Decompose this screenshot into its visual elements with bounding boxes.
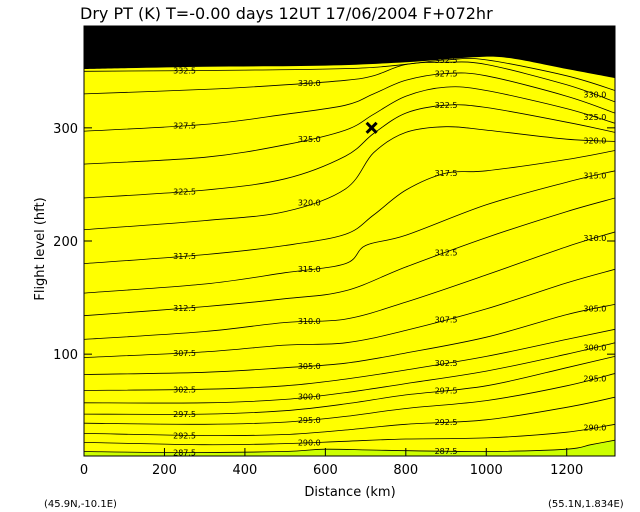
contour-line-297.5	[84, 356, 615, 415]
contour-labels: 287.5 287.5 290.0 290.0 292.5 292.5 295.0 295.0…	[173, 56, 606, 458]
contour-line-302.5	[84, 328, 615, 391]
x-axis-label: Distance (km)	[304, 485, 395, 500]
contour-lines	[84, 58, 615, 454]
contour-line-295.0	[84, 373, 615, 425]
contour-label-332.5-1: 332.5	[435, 56, 458, 65]
contour-label-300.0-0: 300.0	[298, 393, 321, 402]
contour-line-315.0	[84, 170, 615, 294]
contour-line-307.5	[84, 268, 615, 358]
contour-label-305.0-1: 305.0	[583, 305, 606, 314]
contour-line-320.0	[84, 126, 615, 231]
contour-line-327.5	[84, 72, 615, 132]
missing-data-region	[84, 26, 615, 79]
contour-line-310.0	[84, 231, 615, 340]
contour-label-292.5-1: 292.5	[435, 418, 458, 427]
contour-line-322.5	[84, 104, 615, 199]
contour-label-305.0-0: 305.0	[298, 362, 321, 371]
contour-line-312.5	[84, 197, 615, 317]
contour-label-322.5-0: 322.5	[173, 187, 196, 196]
y-tick-label: 200	[53, 235, 78, 250]
contour-label-317.5-1: 317.5	[435, 169, 458, 178]
contour-line-330.0	[84, 61, 615, 103]
contour-line-332.5	[84, 58, 615, 91]
contour-label-310.0-0: 310.0	[298, 317, 321, 326]
y-tick-label: 100	[53, 348, 78, 363]
plot-area: 287.5 287.5 290.0 290.0 292.5 292.5 295.0 295.0…	[84, 26, 615, 458]
chart-title: Dry PT (K) T=-0.00 days 12UT 17/06/2004 …	[80, 4, 493, 23]
corner-left-coordinate: (45.9N,-10.1E)	[44, 499, 117, 510]
x-tick-label: 800	[393, 463, 418, 478]
contour-label-307.5-0: 307.5	[173, 349, 196, 358]
contour-line-287.5	[84, 439, 615, 454]
contour-label-292.5-0: 292.5	[173, 431, 196, 440]
contour-line-325.0	[84, 86, 615, 165]
contour-label-312.5-1: 312.5	[435, 248, 458, 257]
contour-label-320.0-0: 320.0	[298, 199, 321, 208]
contour-label-330.0-0: 330.0	[298, 79, 321, 88]
contour-label-287.5-1: 287.5	[435, 447, 458, 456]
contour-label-287.5-0: 287.5	[173, 449, 196, 458]
y-axis-label: Flight level (hft)	[33, 197, 48, 300]
contour-label-302.5-1: 302.5	[435, 359, 458, 368]
contour-label-295.0-0: 295.0	[298, 416, 321, 425]
contour-label-322.5-1: 322.5	[435, 101, 458, 110]
y-axis-ticks: 100 200 300	[53, 122, 615, 363]
x-tick-label: 200	[152, 463, 177, 478]
contour-label-302.5-0: 302.5	[173, 385, 196, 394]
contour-label-315.0-1: 315.0	[583, 172, 606, 181]
marker-stroke-2	[365, 121, 378, 134]
contour-label-332.5-0: 332.5	[173, 67, 196, 76]
contour-fills	[84, 26, 615, 456]
contour-line-292.5	[84, 396, 615, 437]
x-tick-label: 0	[80, 463, 88, 478]
corner-right-coordinate: (55.1N,1.834E)	[548, 499, 624, 510]
x-tick-label: 1200	[550, 463, 583, 478]
contour-label-317.5-0: 317.5	[173, 252, 196, 261]
contour-band-above-287.5	[84, 26, 615, 453]
contour-label-290.0-1: 290.0	[583, 424, 606, 433]
contour-label-290.0-0: 290.0	[298, 439, 321, 448]
contour-band-lowest	[84, 440, 615, 456]
contour-label-297.5-0: 297.5	[173, 410, 196, 419]
contour-label-330.0-1: 330.0	[583, 91, 606, 100]
contour-label-295.0-1: 295.0	[583, 375, 606, 384]
contour-label-320.0-1: 320.0	[583, 136, 606, 145]
y-tick-label: 300	[53, 122, 78, 137]
contour-label-325.0-0: 325.0	[298, 135, 321, 144]
contour-line-305.0	[84, 304, 615, 375]
x-marker	[365, 121, 378, 134]
contour-line-300.0	[84, 342, 615, 404]
contour-label-327.5-0: 327.5	[173, 122, 196, 131]
contour-line-290.0	[84, 423, 615, 446]
contour-label-300.0-1: 300.0	[583, 344, 606, 353]
contour-label-297.5-1: 297.5	[435, 386, 458, 395]
x-axis-ticks: 0 200 400 600 800 1000 1200	[80, 26, 583, 478]
contour-line-317.5	[84, 150, 615, 264]
contour-label-327.5-1: 327.5	[435, 70, 458, 79]
contour-label-310.0-1: 310.0	[583, 234, 606, 243]
x-tick-label: 400	[232, 463, 257, 478]
contour-label-325.0-1: 325.0	[583, 113, 606, 122]
x-tick-label: 1000	[470, 463, 503, 478]
contour-label-312.5-0: 312.5	[173, 304, 196, 313]
contour-label-307.5-1: 307.5	[435, 316, 458, 325]
contour-label-315.0-0: 315.0	[298, 265, 321, 274]
x-tick-label: 600	[313, 463, 338, 478]
